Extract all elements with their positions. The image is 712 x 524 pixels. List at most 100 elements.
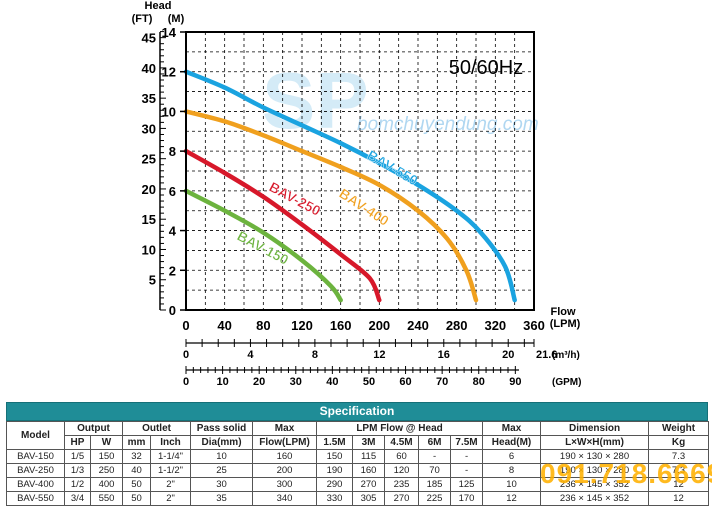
spec-subheader: mm bbox=[122, 435, 152, 450]
pass-solid-header: Pass solid bbox=[190, 421, 254, 436]
spec-subheader: 7.5M bbox=[450, 435, 484, 450]
chart-grid bbox=[186, 32, 534, 310]
y-tick-label-m: 12 bbox=[162, 65, 176, 80]
m3h-tick-label: 0 bbox=[183, 349, 189, 361]
table-cell: 190 bbox=[316, 463, 354, 478]
table-cell: 160 bbox=[252, 449, 318, 464]
table-cell: 300 bbox=[252, 477, 318, 492]
y-tick-label-m: 8 bbox=[169, 144, 176, 159]
spec-subheader: 3M bbox=[352, 435, 386, 450]
m3h-end-label: 21.6 bbox=[536, 349, 557, 361]
x-tick-label: 80 bbox=[256, 318, 270, 333]
gpm-tick-label: 50 bbox=[363, 376, 375, 388]
m3h-tick-label: 20 bbox=[502, 349, 514, 361]
chart-title: 50/60Hz bbox=[449, 57, 524, 79]
specification-table: Model Output Outlet Pass solid Max LPM F… bbox=[6, 421, 710, 506]
table-cell: 235 bbox=[384, 477, 420, 492]
outlet-header: Outlet bbox=[122, 421, 192, 436]
table-cell: - bbox=[450, 449, 484, 464]
gpm-tick-label: 10 bbox=[216, 376, 228, 388]
table-cell: BAV-400 bbox=[6, 477, 65, 492]
table-cell: - bbox=[418, 449, 452, 464]
table-cell: BAV-150 bbox=[6, 449, 65, 464]
table-cell: 550 bbox=[89, 491, 124, 506]
y-tick-label-m: 0 bbox=[169, 303, 176, 318]
x-tick-label: 280 bbox=[446, 318, 468, 333]
curve-bav-550 bbox=[183, 69, 517, 303]
table-cell: 160 bbox=[352, 463, 386, 478]
curve-bav-400 bbox=[183, 109, 479, 303]
specification-panel: Specification Model Output Outlet Pass s… bbox=[6, 402, 710, 506]
y-tick-label-ft: 5 bbox=[149, 273, 156, 288]
spec-subheader: 6M bbox=[418, 435, 452, 450]
table-cell: 250 bbox=[89, 463, 124, 478]
m3h-tick-label: 8 bbox=[312, 349, 318, 361]
y-tick-label-m: 4 bbox=[169, 224, 177, 239]
m3h-unit: (m³/h) bbox=[552, 350, 580, 361]
x-tick-label: 240 bbox=[407, 318, 429, 333]
y-tick-label-m: 6 bbox=[169, 184, 176, 199]
table-cell: 60 bbox=[384, 449, 420, 464]
gpm-tick-label: 80 bbox=[473, 376, 485, 388]
table-cell: 6 bbox=[482, 449, 542, 464]
max-head-header: Max bbox=[482, 421, 542, 436]
curve-bav-250 bbox=[183, 148, 382, 303]
table-cell: 340 bbox=[252, 491, 318, 506]
y-tick-label-m: 2 bbox=[169, 263, 176, 278]
table-cell: 150 bbox=[89, 449, 124, 464]
y-tick-label-ft: 35 bbox=[142, 91, 156, 106]
y-tick-label-ft: 10 bbox=[142, 242, 156, 257]
spec-subheader: Inch bbox=[150, 435, 192, 450]
table-cell: 305 bbox=[352, 491, 386, 506]
table-cell: 225 bbox=[418, 491, 452, 506]
table-cell: 35 bbox=[190, 491, 254, 506]
spec-subheader: W bbox=[89, 435, 124, 450]
table-cell: 50 bbox=[122, 491, 152, 506]
gpm-tick-label: 40 bbox=[326, 376, 338, 388]
table-cell: 10 bbox=[482, 477, 542, 492]
table-cell: 270 bbox=[352, 477, 386, 492]
table-cell: 25 bbox=[190, 463, 254, 478]
x-tick-label: 360 bbox=[523, 318, 545, 333]
table-cell: 1/3 bbox=[64, 463, 91, 478]
table-cell: BAV-550 bbox=[6, 491, 65, 506]
x-axis-unit: (LPM) bbox=[550, 318, 581, 330]
spec-subheader: Dia(mm) bbox=[190, 435, 254, 450]
spec-body: BAV-150 1/5 150 32 1-1/4" 10 160 150 115 60- -6 190… bbox=[6, 449, 710, 506]
table-cell: 400 bbox=[89, 477, 124, 492]
x-tick-label: 320 bbox=[484, 318, 506, 333]
table-cell: 120 bbox=[384, 463, 420, 478]
table-cell: 1/2 bbox=[64, 477, 91, 492]
model-header: Model bbox=[6, 421, 65, 450]
x-tick-label: 160 bbox=[330, 318, 352, 333]
table-cell: 40 bbox=[122, 463, 152, 478]
table-cell: 12 bbox=[482, 491, 542, 506]
weight-header: Weight bbox=[648, 421, 710, 436]
y-tick-label-ft: 15 bbox=[142, 212, 156, 227]
spec-subheader: Kg bbox=[648, 435, 710, 450]
table-cell: 1-1/4" bbox=[150, 449, 192, 464]
specification-title: Specification bbox=[6, 402, 708, 421]
spec-subheader: Flow(LPM) bbox=[252, 435, 318, 450]
gpm-tick-label: 0 bbox=[183, 376, 189, 388]
curve-bav-150 bbox=[183, 188, 343, 303]
dimension-header: Dimension bbox=[540, 421, 650, 436]
y-axis-title: Head bbox=[145, 0, 172, 12]
table-cell: 290 bbox=[316, 477, 354, 492]
y-unit-m: (M) bbox=[168, 13, 185, 25]
y-tick-label-ft: 25 bbox=[142, 152, 156, 167]
table-row: BAV-150 1/5 150 32 1-1/4" 10 160 150 115 60- -6 190… bbox=[6, 449, 710, 464]
spec-subheader: 4.5M bbox=[384, 435, 420, 450]
gpm-unit: (GPM) bbox=[552, 377, 581, 388]
table-cell: 270 bbox=[384, 491, 420, 506]
lpm-flow-header: LPM Flow @ Head bbox=[316, 421, 484, 436]
spec-subheader: L×W×H(mm) bbox=[540, 435, 650, 450]
table-cell: 170 bbox=[450, 491, 484, 506]
table-cell: 1-1/2" bbox=[150, 463, 192, 478]
table-cell: 30 bbox=[190, 477, 254, 492]
table-cell: 70 bbox=[418, 463, 452, 478]
table-cell: 115 bbox=[352, 449, 386, 464]
